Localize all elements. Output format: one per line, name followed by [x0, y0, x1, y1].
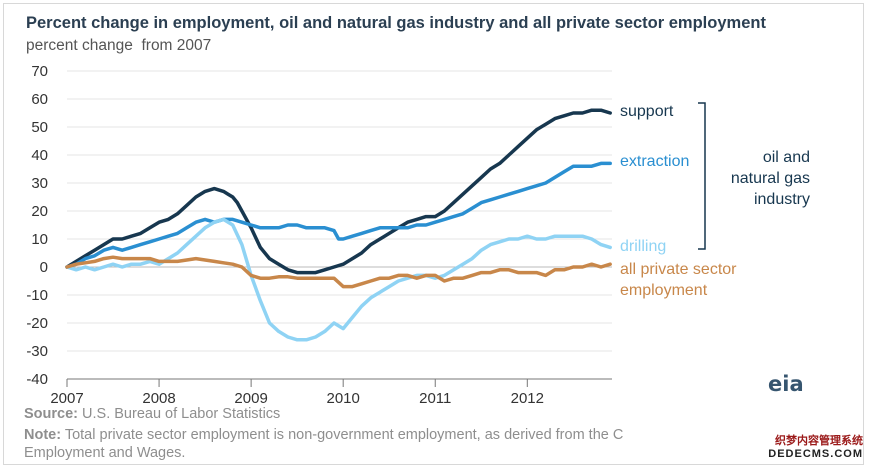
source-line: Source: U.S. Bureau of Labor Statistics: [24, 406, 280, 422]
watermark: 织梦内容管理系统 DEDECMS.COM: [768, 435, 863, 461]
series-line-extraction: [65, 161, 612, 269]
y-tick-label: 20: [31, 203, 48, 220]
y-tick-label: -40: [26, 371, 48, 388]
series-label-extraction: extraction: [620, 153, 689, 170]
bracket-label: industry: [754, 191, 810, 208]
bracket-label: oil and: [763, 149, 810, 166]
x-tick-label: 2010: [326, 390, 359, 407]
y-tick-label: 40: [31, 147, 48, 164]
series-label-drilling: drilling: [620, 238, 666, 255]
chart-frame: [3, 3, 864, 465]
x-tick-label: 2007: [50, 390, 83, 407]
y-tick-label: 50: [31, 119, 48, 136]
y-tick-label: 10: [31, 231, 48, 248]
source-text: U.S. Bureau of Labor Statistics: [82, 406, 281, 422]
note-line: Note: Total private sector employment is…: [24, 427, 623, 443]
note-text: Total private sector employment is non-g…: [64, 427, 624, 443]
series-line-drilling: [65, 217, 612, 342]
note-text-2: Employment and Wages.: [24, 445, 186, 461]
x-tick-label: 2011: [419, 390, 451, 407]
x-tick-label: 2008: [142, 390, 175, 407]
y-tick-label: -20: [26, 315, 48, 332]
y-tick-label: -30: [26, 343, 48, 360]
source-label: Source:: [24, 406, 78, 422]
y-tick-label: 0: [40, 259, 48, 276]
series-label-all-private-sector-employment: all private sector: [620, 261, 737, 278]
chart-title: Percent change in employment, oil and na…: [26, 14, 766, 32]
note-line-2: Employment and Wages.: [24, 445, 185, 461]
y-tick-label: -10: [26, 287, 48, 304]
series-label-support: support: [620, 103, 674, 120]
y-tick-label: 60: [31, 91, 48, 108]
x-tick-label: 2012: [511, 390, 544, 407]
y-tick-label: 70: [31, 63, 48, 80]
y-tick-label: 30: [31, 175, 48, 192]
x-tick-label: 2009: [234, 390, 267, 407]
series-line-all-private-sector-employment: [65, 255, 612, 289]
series-label-all-private-sector-employment: employment: [620, 282, 708, 299]
series-line-support: [65, 108, 612, 275]
bracket-label: natural gas: [731, 170, 810, 187]
note-label: Note:: [24, 427, 62, 443]
watermark-line1: 织梦内容管理系统: [775, 435, 863, 447]
eia-logo: eia: [768, 372, 804, 396]
series-lines: [65, 108, 612, 342]
chart-subtitle: percent change from 2007: [26, 37, 212, 54]
bracket: [698, 102, 706, 250]
series-labels: support extraction drilling all private sec…: [620, 102, 810, 299]
watermark-line2: DEDECMS.COM: [768, 448, 863, 460]
grid-lines: [67, 70, 612, 380]
